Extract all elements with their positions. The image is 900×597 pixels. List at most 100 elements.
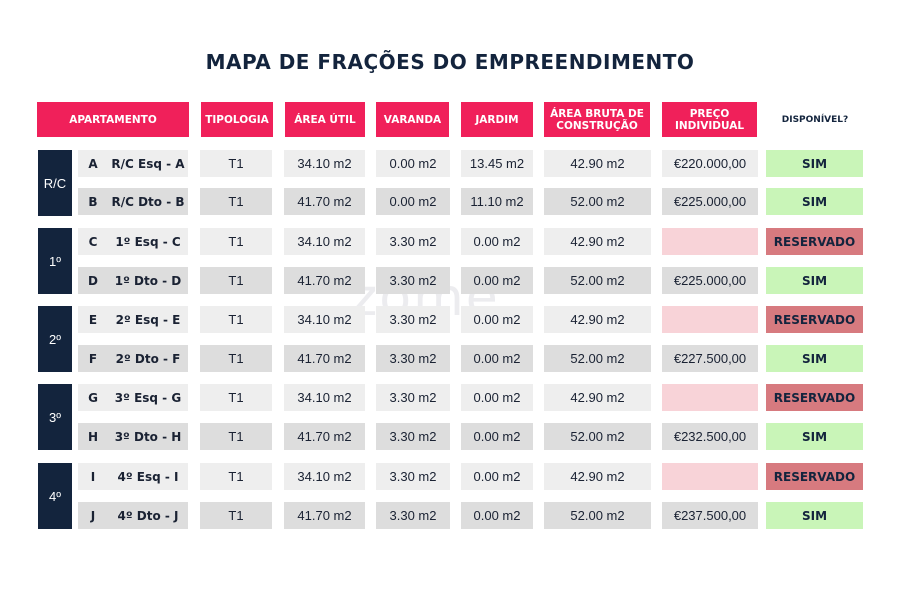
varanda-cell: 3.30 m2 bbox=[389, 469, 437, 484]
preco-cell bbox=[662, 228, 758, 255]
cell-background bbox=[376, 384, 450, 411]
cell-background bbox=[78, 423, 188, 450]
cell-background bbox=[662, 423, 758, 450]
tipologia-cell: T1 bbox=[228, 508, 244, 523]
area-util-cell: 34.10 m2 bbox=[297, 312, 352, 327]
floor-label: 3º bbox=[38, 384, 72, 450]
tipologia-cell: T1 bbox=[228, 156, 244, 171]
table-row: J 4º Dto - J T1 41.70 m2 3.30 m2 0.00 m2 52.00… bbox=[78, 502, 758, 529]
cell-background bbox=[461, 384, 533, 411]
area-bruta-cell: 42.90 m2 bbox=[570, 390, 625, 405]
cell-background bbox=[461, 423, 533, 450]
cell-background bbox=[544, 423, 651, 450]
area-util-cell: 41.70 m2 bbox=[297, 508, 352, 523]
cell-background bbox=[78, 463, 188, 490]
varanda-cell: 3.30 m2 bbox=[389, 351, 437, 366]
cell-background bbox=[544, 267, 651, 294]
cell-background bbox=[78, 188, 188, 215]
floor-label: 1º bbox=[38, 228, 72, 294]
varanda-cell: 3.30 m2 bbox=[389, 390, 437, 405]
header-preco: PREÇO INDIVIDUAL bbox=[662, 102, 757, 137]
unit-name: 2º Esq - E bbox=[115, 312, 181, 327]
unit-letter: G bbox=[88, 390, 98, 405]
header-disponivel: DISPONÍVEL? bbox=[781, 114, 849, 125]
cell-background bbox=[200, 228, 272, 255]
tipologia-cell: T1 bbox=[228, 390, 244, 405]
cell-background bbox=[78, 228, 188, 255]
tipologia-cell: T1 bbox=[228, 194, 244, 209]
cell-background bbox=[78, 345, 188, 372]
availability-badge: RESERVADO bbox=[766, 228, 863, 255]
table-row: A R/C Esq - A T1 34.10 m2 0.00 m2 13.45 m2 42.… bbox=[78, 150, 758, 177]
cell-background bbox=[284, 463, 365, 490]
preco-cell: €220.000,00 bbox=[673, 156, 747, 171]
availability-badge: RESERVADO bbox=[766, 384, 863, 411]
cell-background bbox=[662, 267, 758, 294]
unit-name: 4º Esq - I bbox=[117, 469, 179, 484]
table-row: I 4º Esq - I T1 34.10 m2 3.30 m2 0.00 m2 42.90… bbox=[78, 463, 758, 490]
cell-background bbox=[376, 345, 450, 372]
header-tipologia: TIPOLOGIA bbox=[201, 102, 273, 137]
unit-letter: E bbox=[88, 312, 98, 327]
jardim-cell: 11.10 m2 bbox=[470, 194, 524, 209]
preco-cell: €232.500,00 bbox=[673, 429, 747, 444]
area-bruta-cell: 52.00 m2 bbox=[570, 351, 625, 366]
cell-background bbox=[78, 502, 188, 529]
unit-name: 4º Dto - J bbox=[117, 508, 179, 523]
cell-background bbox=[200, 463, 272, 490]
unit-name: 3º Esq - G bbox=[114, 390, 182, 405]
unit-letter: J bbox=[90, 508, 96, 523]
header-jardim: JARDIM bbox=[461, 102, 533, 137]
jardim-cell: 0.00 m2 bbox=[473, 273, 521, 288]
preco-cell: €225.000,00 bbox=[673, 194, 747, 209]
cell-background bbox=[461, 463, 533, 490]
cell-background bbox=[284, 345, 365, 372]
cell-background bbox=[376, 150, 450, 177]
cell-background bbox=[78, 267, 188, 294]
area-bruta-cell: 42.90 m2 bbox=[570, 469, 625, 484]
cell-background bbox=[284, 150, 365, 177]
table-row: D 1º Dto - D T1 41.70 m2 3.30 m2 0.00 m2 52.00… bbox=[78, 267, 758, 294]
area-util-cell: 41.70 m2 bbox=[297, 429, 352, 444]
unit-letter: F bbox=[88, 351, 98, 366]
unit-name: 1º Dto - D bbox=[114, 273, 182, 288]
area-bruta-cell: 52.00 m2 bbox=[570, 429, 625, 444]
table-row: B R/C Dto - B T1 41.70 m2 0.00 m2 11.10 m2 52.… bbox=[78, 188, 758, 215]
jardim-cell: 0.00 m2 bbox=[473, 351, 521, 366]
availability-badge: SIM bbox=[766, 345, 863, 372]
cell-background bbox=[376, 423, 450, 450]
cell-background bbox=[284, 502, 365, 529]
unit-letter: H bbox=[87, 429, 99, 444]
varanda-cell: 3.30 m2 bbox=[389, 234, 437, 249]
area-bruta-cell: 52.00 m2 bbox=[570, 194, 625, 209]
cell-background bbox=[544, 502, 651, 529]
varanda-cell: 0.00 m2 bbox=[389, 194, 437, 209]
unit-letter: C bbox=[88, 234, 98, 249]
unit-name: 1º Esq - C bbox=[115, 234, 181, 249]
unit-letter: I bbox=[90, 469, 96, 484]
cell-background bbox=[200, 306, 272, 333]
area-util-cell: 34.10 m2 bbox=[297, 469, 352, 484]
cell-background bbox=[461, 502, 533, 529]
cell-background bbox=[544, 150, 651, 177]
varanda-cell: 3.30 m2 bbox=[389, 312, 437, 327]
header-apartamento: APARTAMENTO bbox=[37, 102, 189, 137]
cell-background bbox=[376, 502, 450, 529]
header-area-util: ÁREA ÚTIL bbox=[285, 102, 365, 137]
area-bruta-cell: 52.00 m2 bbox=[570, 273, 625, 288]
table-row: F 2º Dto - F T1 41.70 m2 3.30 m2 0.00 m2 52.00… bbox=[78, 345, 758, 372]
cell-background bbox=[376, 188, 450, 215]
unit-name: R/C Dto - B bbox=[111, 194, 185, 209]
cell-background bbox=[284, 267, 365, 294]
unit-letter: D bbox=[88, 273, 98, 288]
floor-label: R/C bbox=[38, 150, 72, 216]
preco-cell: €225.000,00 bbox=[673, 273, 747, 288]
cell-background bbox=[461, 345, 533, 372]
cell-background bbox=[544, 463, 651, 490]
tipologia-cell: T1 bbox=[228, 273, 244, 288]
jardim-cell: 0.00 m2 bbox=[473, 508, 521, 523]
area-bruta-cell: 42.90 m2 bbox=[570, 312, 625, 327]
unit-letter: B bbox=[88, 194, 98, 209]
area-util-cell: 34.10 m2 bbox=[297, 156, 352, 171]
cell-background bbox=[461, 228, 533, 255]
